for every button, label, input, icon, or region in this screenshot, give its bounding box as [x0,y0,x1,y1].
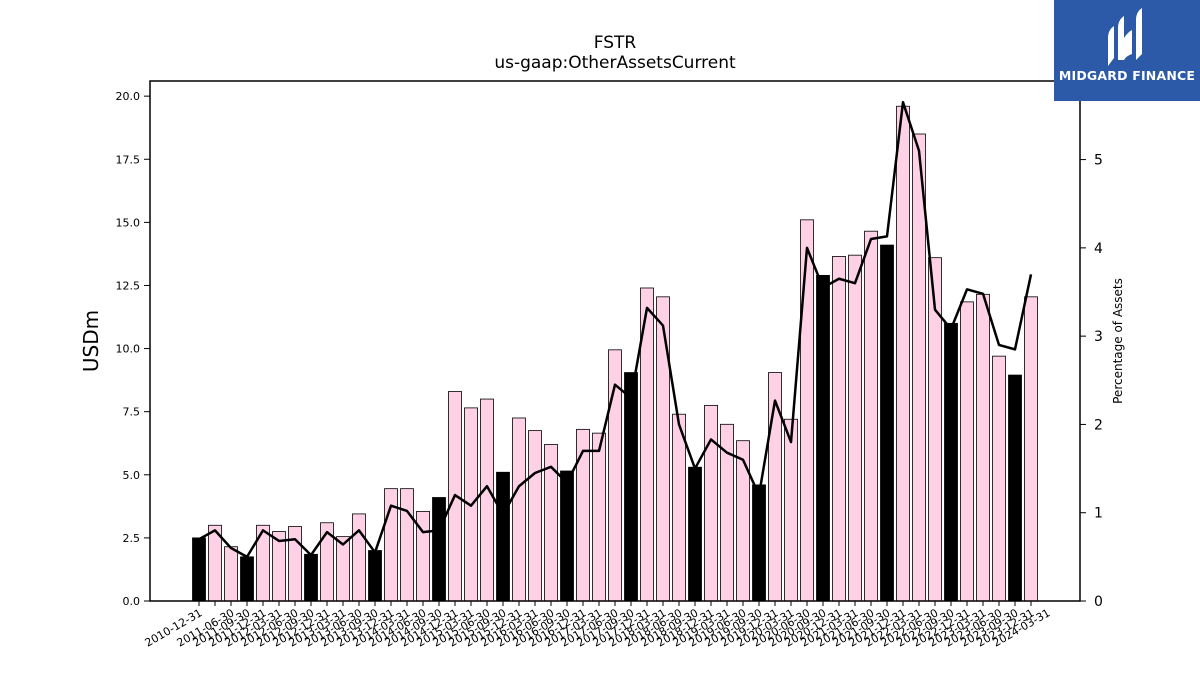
bar [512,417,526,602]
bar [480,398,494,602]
y-axis-label: USDm [79,310,103,372]
bar [1008,374,1022,602]
bar [192,537,206,602]
y-tick-label: 5.0 [123,469,141,482]
bar [688,466,702,602]
bar [800,219,814,602]
bar [304,553,318,602]
bar [704,404,718,602]
bar [336,536,350,602]
bar [576,428,590,602]
y2-tick-label: 2 [1094,417,1103,433]
y-tick-label: 17.5 [116,153,141,166]
percentage-line [198,100,1033,559]
bar [752,484,766,602]
bar [896,105,910,602]
y2-tick-label: 1 [1094,506,1103,522]
bar [368,550,382,602]
y-tick-label: 15.0 [116,216,141,229]
chart-title: FSTR [594,33,637,53]
bar [976,293,990,602]
bar [960,301,974,602]
bar [560,470,574,602]
y-tick-label: 10.0 [116,343,141,356]
logo-text: MIDGARD FINANCE [1058,68,1196,83]
bar [784,418,798,602]
bar [864,230,878,602]
bar [240,556,254,602]
bar [528,430,542,602]
bar [656,296,670,602]
bar [400,488,414,602]
bar [496,471,510,602]
bar [432,497,446,602]
bar [880,244,894,602]
bar [592,432,606,602]
y-tick-label: 2.5 [123,532,141,545]
y-tick-label: 20.0 [116,90,141,103]
y2-tick-label: 4 [1094,241,1103,257]
logo-mark-icon [1108,8,1142,66]
y2-tick-label: 3 [1094,329,1103,345]
bar [288,526,302,602]
bar [1024,296,1038,602]
bar-group [192,105,1038,602]
bar [720,423,734,602]
bar [736,440,750,602]
chart-subtitle: us-gaap:OtherAssetsCurrent [494,53,736,73]
x-axis-ticks: 2010-12-312011-06-302011-09-302011-12-31… [143,601,1053,650]
y2-axis-label: Percentage of Assets [1111,278,1125,404]
bar [848,254,862,602]
bar [672,413,686,602]
bar [624,372,638,602]
bar [224,546,238,602]
right-axis-ticks: 0 1 2 3 4 5 [1080,153,1103,610]
midgard-finance-logo: MIDGARD FINANCE [1054,0,1200,101]
bar [352,513,366,602]
left-axis-ticks: 0.0 2.5 5.0 7.5 10.0 12.5 15.0 17.5 20.0 [116,90,150,608]
bar [944,322,958,602]
bar [832,256,846,602]
y2-tick-label: 5 [1094,153,1103,169]
y2-tick-label: 0 [1094,594,1103,610]
y-tick-label: 0.0 [123,595,141,608]
y-tick-label: 7.5 [123,406,141,419]
bar [992,355,1006,602]
bar [816,274,830,602]
y-tick-label: 12.5 [116,279,141,292]
